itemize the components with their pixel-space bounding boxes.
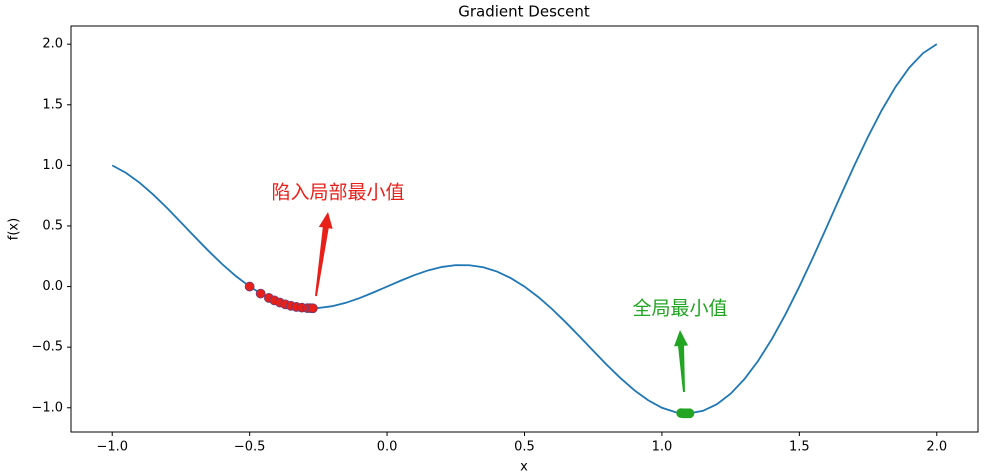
annotation: 全局最小值 [632, 298, 727, 320]
x-tick-label: −1.0 [96, 440, 128, 455]
chart-title: Gradient Descent [458, 3, 590, 21]
plot-frame [70, 25, 979, 433]
y-tick-label: 1.0 [42, 158, 63, 173]
curve [111, 43, 938, 415]
y-axis-label: f(x) [7, 218, 22, 240]
annotation: 陷入局部最小值 [271, 182, 404, 204]
arrow [315, 212, 333, 297]
point [255, 288, 266, 299]
y-tick-label: −0.5 [31, 340, 63, 355]
point [307, 303, 318, 314]
y-tick-label: 0.5 [42, 218, 63, 233]
x-tick-label: −0.5 [234, 440, 266, 455]
x-tick-label: 1.0 [652, 440, 673, 455]
x-axis-label: x [520, 460, 528, 475]
y-tick-label: 0.0 [42, 279, 63, 294]
point [244, 281, 255, 292]
x-tick-label: 0.5 [514, 440, 535, 455]
x-tick-label: 1.5 [789, 440, 810, 455]
point [684, 408, 695, 419]
y-tick-label: 1.5 [42, 97, 63, 112]
x-tick-label: 0.0 [377, 440, 398, 455]
y-tick-label: −1.0 [31, 400, 63, 415]
arrow [674, 330, 689, 393]
x-tick-label: 2.0 [926, 440, 947, 455]
y-tick-label: 2.0 [42, 37, 63, 52]
